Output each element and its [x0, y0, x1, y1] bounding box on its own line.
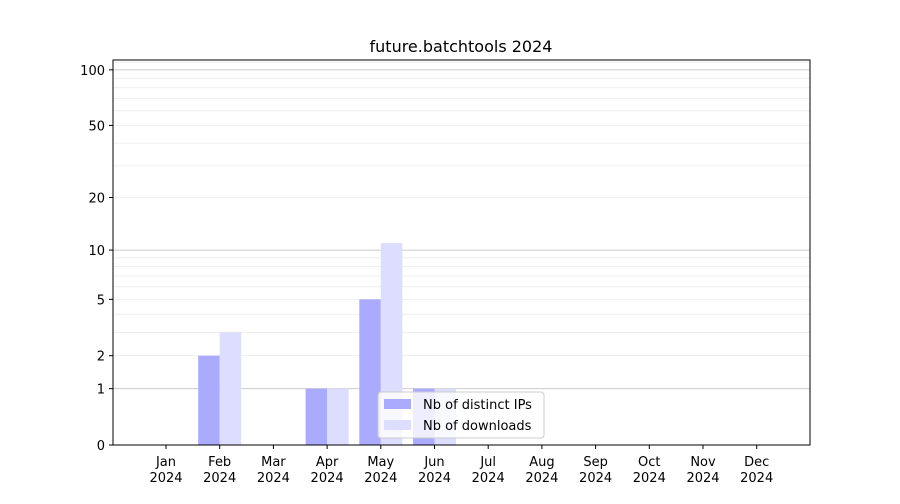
x-tick-label: May 2024	[364, 455, 397, 486]
bar-downloads	[327, 388, 349, 445]
legend-swatch	[384, 399, 411, 409]
y-tick-label: 10	[88, 244, 105, 259]
x-tick-label: Jan 2024	[149, 455, 182, 486]
bar-distinct-ips	[359, 299, 381, 445]
legend-label: Nb of downloads	[423, 419, 532, 434]
plot-frame	[112, 59, 811, 446]
y-tick-label: 2	[97, 350, 105, 365]
legend-swatch	[384, 420, 411, 430]
x-tick-label: Dec 2024	[740, 455, 773, 486]
legend: Nb of distinct IPs Nb of downloads	[377, 391, 545, 439]
x-tick-label: Mar 2024	[257, 455, 290, 486]
chart-title: future.batchtools 2024	[370, 37, 553, 56]
bar-distinct-ips	[198, 355, 220, 445]
x-tick-label: Feb 2024	[203, 455, 236, 486]
x-tick-label: Aug 2024	[525, 455, 558, 486]
legend-label: Nb of distinct IPs	[423, 398, 532, 413]
x-tick-label: Oct 2024	[633, 455, 666, 486]
y-tick-label: 50	[88, 119, 105, 134]
x-tick-label: Jun 2024	[418, 455, 451, 486]
y-tick-label: 5	[97, 293, 105, 308]
bar-downloads	[219, 332, 242, 445]
y-tick-label: 20	[88, 192, 105, 207]
y-tick-label: 100	[80, 64, 105, 79]
x-tick-label: Apr 2024	[311, 455, 344, 486]
legend-box	[377, 391, 545, 439]
x-tick-label: Nov 2024	[686, 455, 719, 486]
bar-distinct-ips	[305, 388, 328, 445]
y-tick-label: 0	[97, 439, 105, 454]
y-tick-label: 1	[97, 383, 105, 398]
x-tick-label: Sep 2024	[579, 455, 612, 486]
x-tick-label: Jul 2024	[472, 455, 505, 486]
